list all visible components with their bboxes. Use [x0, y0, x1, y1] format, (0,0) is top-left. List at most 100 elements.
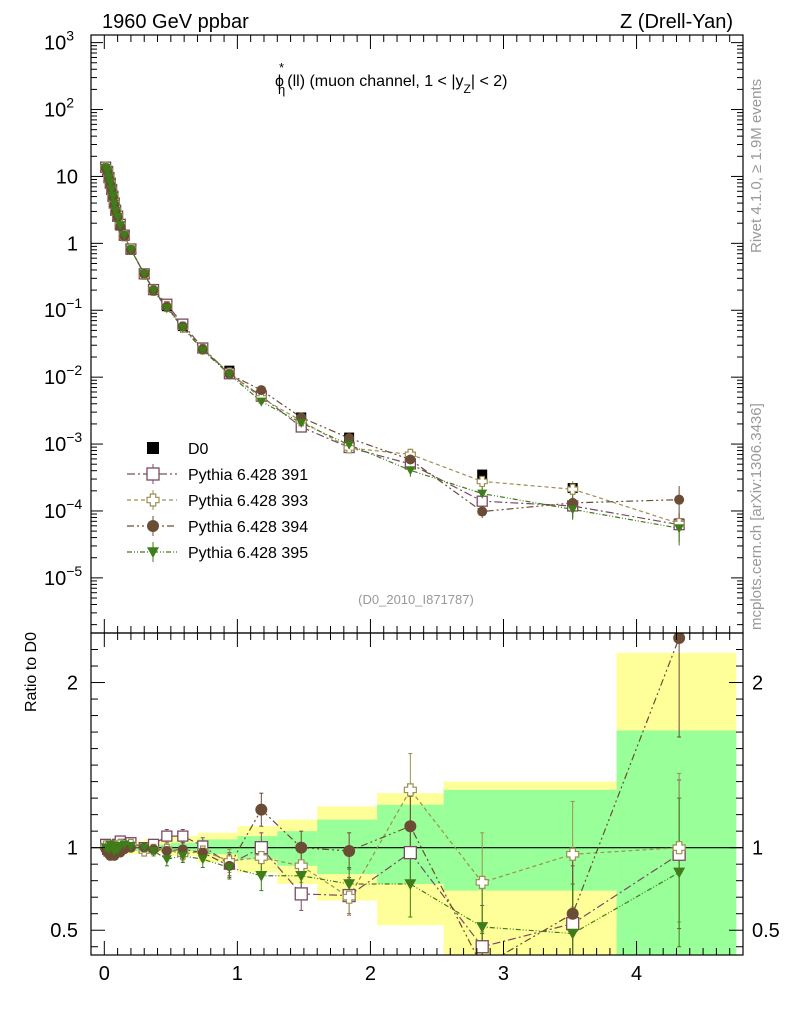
main-marker-p395-8 — [112, 213, 123, 223]
ratio-ytick-label-left-1: 1 — [67, 838, 78, 860]
plot-title-eta: η — [278, 82, 285, 97]
main-marker-p395-3 — [105, 178, 116, 188]
band-green-10 — [530, 789, 617, 891]
main-marker-p395-7 — [110, 206, 121, 216]
main-marker-p394-22 — [477, 506, 488, 517]
mcplots-label: mcplots.cern.ch [arXiv:1306.3436] — [748, 403, 765, 630]
plot-title-phi: ϕ — [275, 73, 284, 90]
main-marker-p395-5 — [107, 192, 118, 202]
main-marker-p395-14 — [161, 304, 172, 314]
main-ytick-base-1: 10 — [44, 501, 66, 523]
main-ytick-label-2: 10−3 — [44, 429, 82, 456]
legend-label-p393: Pythia 6.428 393 — [188, 493, 308, 510]
ratio-marker-p394-16 — [197, 847, 208, 858]
main-marker-p395-6 — [109, 199, 120, 209]
ratio-marker-p394-24 — [673, 633, 686, 644]
ratio-marker-p394-15 — [177, 844, 188, 855]
main-marker-p395-20 — [344, 440, 355, 450]
ratio-frame — [90, 632, 744, 956]
ratio-ytick-label-right-1: 1 — [752, 838, 763, 860]
ratio-marker-p394-21 — [404, 820, 417, 833]
main-marker-p395-18 — [256, 397, 267, 407]
main-marker-p394-18 — [256, 385, 267, 396]
main-ytick-exp-1: −4 — [66, 496, 82, 512]
main-ytick-base-7: 10 — [44, 100, 66, 122]
ratio-marker-p395-23 — [566, 928, 579, 940]
x-tick-label-2: 2 — [365, 963, 376, 985]
main-ytick-exp-8: 3 — [66, 28, 74, 44]
legend-marker-p394 — [147, 520, 159, 532]
main-marker-p395-17 — [224, 370, 235, 380]
legend-label-data: D0 — [188, 441, 209, 458]
main-marker-p395-16 — [197, 346, 208, 356]
main-ytick-exp-3: −2 — [66, 362, 82, 378]
legend: D0 Pythia 6.428 391 Pythia 6.428 393 Pythia… — [127, 441, 308, 562]
main-line-p394 — [105, 167, 680, 513]
main-ytick-base-5: 1 — [67, 233, 78, 255]
main-marker-p394-24 — [674, 494, 685, 505]
ratio-marker-p393-20 — [342, 890, 356, 904]
main-marker-p395-15 — [177, 323, 188, 333]
main-marker-p395-11 — [125, 245, 136, 255]
ratio-marker-p395-18 — [255, 870, 268, 882]
main-marker-p394-21 — [405, 454, 416, 465]
main-marker-p395-19 — [296, 418, 307, 428]
ratio-marker-p391-19 — [294, 887, 308, 901]
ratio-marker-p391-21 — [403, 845, 417, 860]
main-marker-p394-20 — [344, 433, 355, 444]
x-tick-label-4: 4 — [631, 963, 642, 985]
main-ytick-base-3: 10 — [44, 367, 66, 389]
ratio-marker-p395-13 — [148, 846, 159, 856]
ratio-marker-p393-22 — [475, 875, 489, 889]
ratio-ytick-label-right-0: 0.5 — [752, 920, 780, 942]
rivet-label: Rivet 4.1.0, ≥ 1.9M events — [748, 79, 765, 253]
main-ytick-exp-4: −1 — [66, 295, 82, 311]
main-ytick-base-8: 10 — [44, 33, 66, 55]
main-marker-p395-23 — [567, 505, 578, 515]
main-ytick-label-5: 1 — [67, 233, 78, 255]
ratio-marker-p395-22 — [476, 922, 489, 933]
plot-title-star: * — [279, 60, 284, 75]
main-ytick-base-0: 10 — [44, 568, 66, 590]
legend-label-p395: Pythia 6.428 395 — [188, 545, 308, 562]
ratio-marker-p395-11 — [125, 842, 136, 852]
legend-marker-p393 — [146, 493, 160, 507]
ratio-marker-p395-21 — [404, 879, 417, 890]
ratio-marker-p394-20 — [343, 844, 356, 857]
main-marker-p395-4 — [106, 185, 117, 195]
ratio-marker-p393-18 — [254, 850, 268, 865]
data-point-22 — [477, 469, 488, 480]
x-tick-label-3: 3 — [498, 963, 509, 985]
ratio-marker-p393-23 — [566, 847, 580, 861]
ratio-marker-p395-15 — [177, 851, 188, 861]
legend-marker-p395 — [147, 547, 159, 558]
ratio-marker-p395-16 — [197, 855, 208, 865]
ratio-marker-p395-12 — [139, 843, 150, 853]
left-title: 1960 GeV ppbar — [102, 11, 249, 33]
ratio-marker-p394-22 — [476, 961, 488, 973]
ratio-bands — [104, 652, 737, 955]
main-marker-p395-12 — [139, 269, 150, 279]
main-ytick-label-8: 103 — [44, 28, 74, 55]
ratio-marker-p394-14 — [161, 845, 172, 856]
main-marker-p393-23 — [567, 483, 579, 495]
main-ytick-label-6: 10 — [56, 166, 78, 188]
plot-title-part2: | < 2) — [471, 73, 508, 90]
band-green-9 — [443, 789, 531, 891]
ratio-marker-p395-24 — [673, 867, 686, 879]
main-marker-p395-9 — [115, 221, 126, 231]
ratio-marker-p393-24 — [672, 841, 686, 855]
plot-title: ϕ* η (ll) (muon channel, 1 < |yZ| < 2) — [275, 60, 507, 97]
ratio-marker-p395-14 — [161, 855, 172, 865]
plot-title-z: Z — [464, 82, 471, 96]
legend-marker-p391 — [146, 467, 160, 481]
main-ytick-base-2: 10 — [44, 434, 66, 456]
ratio-marker-p395-17 — [224, 863, 235, 873]
main-ytick-exp-2: −3 — [66, 429, 82, 445]
ratio-marker-p393-21 — [403, 783, 417, 797]
main-ytick-label-0: 10−5 — [44, 563, 82, 590]
ratio-marker-p394-23 — [566, 907, 579, 920]
